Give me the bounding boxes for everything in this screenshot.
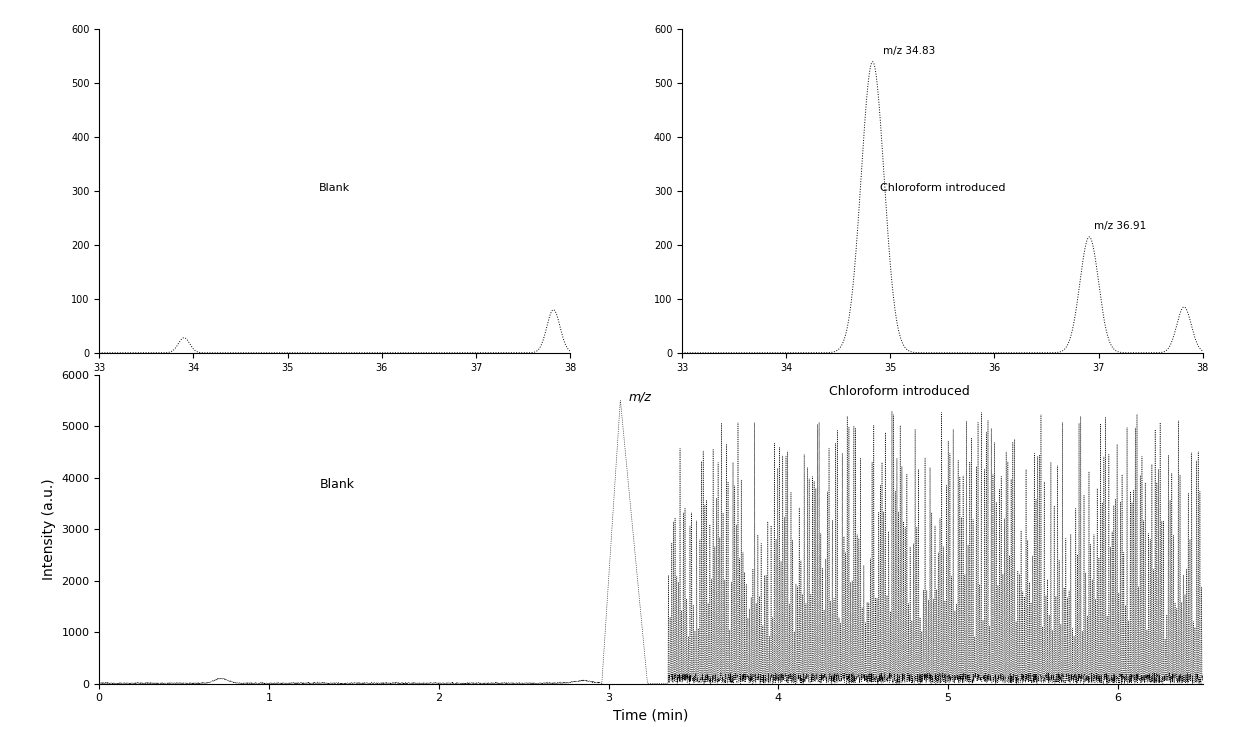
Y-axis label: Intensity (a.u.): Intensity (a.u.): [42, 478, 56, 580]
X-axis label: m/z: m/z: [932, 378, 952, 388]
Text: m/z: m/z: [629, 390, 652, 404]
X-axis label: Time (min): Time (min): [614, 709, 688, 723]
Text: Chloroform introduced: Chloroform introduced: [830, 385, 970, 398]
X-axis label: m/z: m/z: [325, 378, 345, 388]
Text: Blank: Blank: [320, 478, 355, 491]
Text: m/z 34.83: m/z 34.83: [883, 46, 935, 56]
Text: m/z 36.91: m/z 36.91: [1095, 220, 1147, 231]
Text: Blank: Blank: [319, 183, 351, 193]
Text: Chloroform introduced: Chloroform introduced: [879, 183, 1006, 193]
